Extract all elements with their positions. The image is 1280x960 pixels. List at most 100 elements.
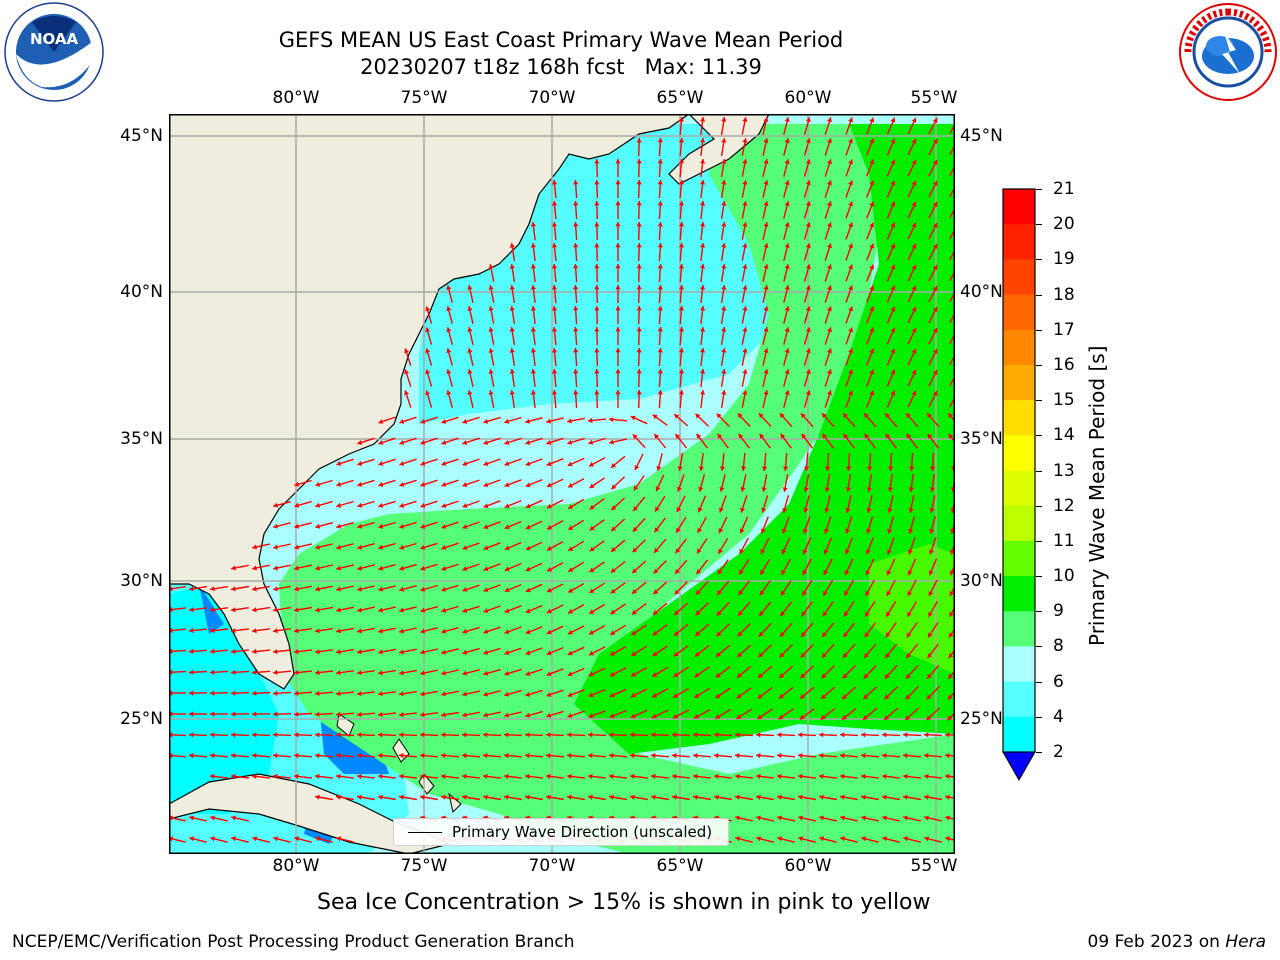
wave-arrow-head	[231, 648, 236, 654]
wave-arrow-head	[594, 159, 600, 164]
wave-arrow-head	[903, 753, 908, 759]
wave-arrow-head	[615, 159, 621, 164]
wave-arrow-head	[504, 753, 509, 759]
wave-arrow-head	[420, 482, 426, 487]
wave-arrow-head	[777, 773, 782, 779]
wave-arrow-head	[801, 611, 807, 617]
wave-arrow-head	[441, 607, 447, 613]
wave-arrow-head	[378, 607, 383, 613]
lat-tick-right: 45°N	[960, 126, 1003, 146]
wave-arrow-head	[573, 327, 579, 332]
wave-arrow-head	[903, 773, 908, 779]
wave-arrow-head	[886, 611, 891, 617]
wave-arrow-head	[273, 628, 278, 634]
wave-arrow-head	[530, 222, 536, 227]
wave-arrow-head	[742, 180, 748, 185]
wave-arrow-head	[636, 201, 642, 206]
wave-arrow-head	[950, 549, 955, 555]
wave-arrow-head	[697, 548, 702, 554]
wave-arrow-head	[210, 836, 216, 842]
wave-arrow-head	[928, 632, 933, 638]
wave-arrow-head	[273, 586, 278, 592]
wave-arrow-head	[357, 523, 363, 529]
wave-arrow-head	[844, 611, 849, 617]
wave-arrow-head	[399, 649, 404, 655]
wave-arrow-head	[525, 440, 531, 445]
wave-arrow-head	[863, 715, 868, 720]
wave-arrow-head	[568, 525, 574, 530]
wave-arrow-head	[530, 264, 536, 269]
wave-arrow-head	[740, 507, 745, 513]
wave-arrow-head	[869, 159, 875, 165]
wave-arrow-head	[632, 589, 637, 594]
wave-arrow-head	[885, 413, 890, 419]
wave-arrow-head	[273, 502, 279, 508]
wave-arrow-head	[504, 608, 510, 614]
colorbar-tick-label: 18	[1053, 284, 1075, 305]
wave-arrow-head	[827, 348, 832, 354]
wave-arrow-head	[678, 390, 684, 395]
wave-arrow-head	[763, 369, 769, 374]
wave-arrow-head	[861, 794, 866, 800]
wave-arrow-head	[848, 390, 853, 396]
wave-arrow-head	[611, 484, 617, 490]
wave-arrow-head	[721, 117, 727, 122]
wave-arrow-head	[694, 714, 700, 719]
wave-arrow-head	[652, 651, 658, 656]
wave-arrow-head	[721, 327, 727, 332]
wave-arrow-head	[568, 504, 574, 509]
wave-arrow-head	[911, 264, 917, 270]
wave-arrow-head	[716, 631, 722, 637]
wave-arrow-head	[760, 569, 765, 575]
wave-arrow-head	[678, 264, 684, 269]
colorbar-tick-label: 15	[1053, 390, 1075, 411]
wave-arrow-head	[420, 628, 425, 634]
wave-arrow-head	[945, 815, 950, 821]
wave-arrow-head	[441, 482, 447, 487]
wave-arrow-head	[693, 732, 698, 738]
colorbar-tick-mark	[1036, 329, 1042, 331]
wave-arrow-head	[798, 773, 803, 779]
lat-tick-right: 25°N	[960, 709, 1003, 729]
wave-arrow-head	[632, 434, 638, 440]
wave-arrow-head	[742, 117, 748, 122]
wave-arrow-head	[336, 565, 341, 571]
wave-arrow-head	[589, 588, 595, 593]
wave-arrow-head	[462, 649, 468, 655]
wave-arrow-head	[906, 433, 912, 439]
wave-arrow-head	[636, 306, 642, 311]
wave-arrow-head	[546, 461, 552, 467]
wave-arrow-head	[336, 649, 341, 655]
colorbar-box	[1003, 646, 1035, 683]
wave-arrow-head	[866, 508, 872, 513]
wave-arrow-head	[315, 836, 321, 842]
wave-arrow-head	[805, 117, 811, 123]
wave-arrow-head	[821, 694, 827, 699]
wave-arrow-head	[588, 713, 594, 719]
wave-arrow-head	[756, 794, 761, 800]
wave-arrow-head	[848, 327, 853, 333]
wave-arrow-head	[399, 586, 405, 592]
colorbar-tick-label: 14	[1053, 425, 1075, 446]
wave-arrow-head	[763, 390, 769, 395]
wave-arrow-head	[738, 433, 744, 439]
wave-arrow-head	[903, 836, 909, 842]
wave-arrow-head	[945, 794, 950, 800]
wave-arrow-head	[504, 587, 510, 593]
colorbar-box	[1003, 294, 1035, 331]
wave-arrow-head	[657, 369, 663, 374]
wave-arrow-head	[509, 306, 515, 311]
wave-arrow-head	[357, 794, 362, 800]
wave-arrow-head	[488, 327, 494, 332]
wave-arrow-head	[805, 180, 811, 186]
wave-arrow-head	[210, 690, 215, 696]
wave-arrow-head	[588, 671, 594, 677]
wave-arrow-head	[552, 264, 558, 269]
lon-tick-top: 65°W	[656, 88, 704, 108]
wave-arrow-head	[715, 714, 721, 719]
colorbar-tick-label: 11	[1053, 530, 1075, 551]
wave-arrow-head	[573, 306, 579, 311]
wave-arrow-head	[654, 434, 660, 439]
wave-arrow-head	[911, 222, 917, 228]
wave-arrow-head	[530, 285, 536, 290]
